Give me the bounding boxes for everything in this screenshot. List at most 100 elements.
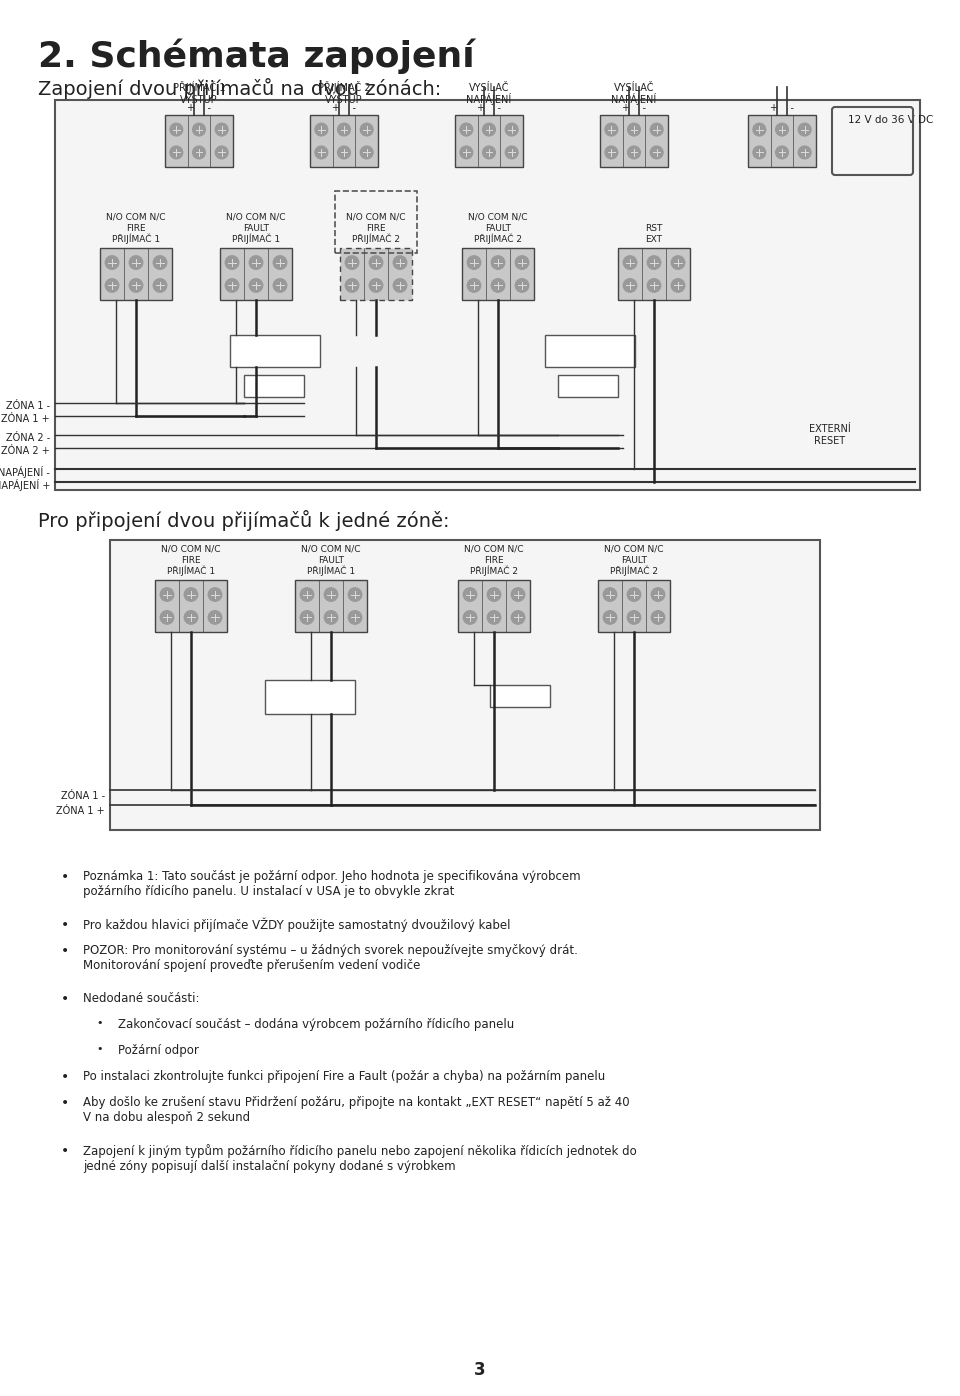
Circle shape bbox=[483, 123, 495, 135]
Bar bbox=[545, 335, 635, 367]
Circle shape bbox=[130, 255, 143, 269]
Circle shape bbox=[488, 588, 501, 602]
Text: N/O COM N/C: N/O COM N/C bbox=[161, 544, 221, 554]
Bar bbox=[462, 248, 534, 300]
Circle shape bbox=[130, 279, 143, 292]
Text: •: • bbox=[97, 1044, 104, 1054]
Text: PŘIJÍMAČ 2: PŘIJÍMAČ 2 bbox=[474, 233, 522, 244]
Text: FIRE: FIRE bbox=[484, 556, 504, 565]
Text: N/O COM N/C: N/O COM N/C bbox=[347, 214, 406, 222]
Text: N/O COM N/C: N/O COM N/C bbox=[107, 214, 166, 222]
Text: +    -: + - bbox=[477, 103, 501, 113]
Circle shape bbox=[154, 279, 167, 292]
Circle shape bbox=[250, 255, 263, 269]
Circle shape bbox=[154, 255, 167, 269]
Circle shape bbox=[647, 255, 660, 269]
Text: +    -: + - bbox=[622, 103, 646, 113]
Text: PŘIJÍMAČ 2: PŘIJÍMAČ 2 bbox=[318, 81, 371, 94]
Text: FIRE: FIRE bbox=[366, 223, 386, 233]
Text: FIRE: FIRE bbox=[126, 223, 146, 233]
Circle shape bbox=[647, 279, 660, 292]
Text: •: • bbox=[60, 919, 69, 933]
Text: EOL: EOL bbox=[511, 691, 530, 701]
Bar bbox=[310, 114, 378, 168]
Bar bbox=[265, 680, 355, 713]
Text: ZÓNA 1 -: ZÓNA 1 - bbox=[60, 792, 105, 801]
Circle shape bbox=[315, 123, 327, 135]
Text: VÝSTUP: VÝSTUP bbox=[180, 95, 218, 105]
Circle shape bbox=[160, 610, 174, 624]
Circle shape bbox=[464, 610, 477, 624]
Circle shape bbox=[468, 279, 481, 292]
Text: +    -: + - bbox=[770, 103, 794, 113]
Text: N/O COM N/C: N/O COM N/C bbox=[468, 214, 528, 222]
Circle shape bbox=[492, 279, 505, 292]
Circle shape bbox=[603, 588, 616, 602]
Circle shape bbox=[671, 279, 684, 292]
Circle shape bbox=[516, 255, 529, 269]
Circle shape bbox=[464, 588, 477, 602]
Text: ZÓNA 2 -: ZÓNA 2 - bbox=[6, 433, 50, 443]
Circle shape bbox=[346, 255, 359, 269]
Circle shape bbox=[753, 147, 766, 159]
Circle shape bbox=[799, 147, 811, 159]
Circle shape bbox=[226, 255, 239, 269]
Bar bbox=[165, 114, 233, 168]
Circle shape bbox=[483, 147, 495, 159]
Text: NAPÁJENÍ +: NAPÁJENÍ + bbox=[0, 479, 50, 491]
Text: EOL: EOL bbox=[264, 381, 283, 391]
Circle shape bbox=[603, 610, 616, 624]
Circle shape bbox=[776, 123, 788, 135]
Bar bbox=[458, 579, 530, 632]
Text: 12 V do 36 V DC: 12 V do 36 V DC bbox=[848, 114, 933, 126]
Circle shape bbox=[623, 255, 636, 269]
Text: +    -: + - bbox=[332, 103, 356, 113]
Circle shape bbox=[208, 588, 222, 602]
Bar bbox=[110, 540, 820, 831]
Text: ZÓNA 2 +: ZÓNA 2 + bbox=[1, 445, 50, 456]
Bar bbox=[155, 579, 227, 632]
Circle shape bbox=[106, 279, 119, 292]
Text: Zakončovací součást – dodána výrobcem požárního řídicího panelu: Zakončovací součást – dodána výrobcem po… bbox=[118, 1018, 515, 1032]
Bar bbox=[100, 248, 172, 300]
Text: EXTERNÍ
RESET: EXTERNÍ RESET bbox=[809, 424, 851, 445]
Circle shape bbox=[627, 610, 640, 624]
Circle shape bbox=[628, 123, 640, 135]
Circle shape bbox=[346, 279, 359, 292]
Circle shape bbox=[753, 123, 766, 135]
Circle shape bbox=[651, 588, 664, 602]
Circle shape bbox=[184, 610, 198, 624]
Circle shape bbox=[492, 255, 505, 269]
Text: PŘIJÍMAČ 1: PŘIJÍMAČ 1 bbox=[167, 565, 215, 577]
Circle shape bbox=[370, 255, 383, 269]
Circle shape bbox=[394, 279, 407, 292]
Circle shape bbox=[274, 255, 287, 269]
Circle shape bbox=[512, 610, 525, 624]
Circle shape bbox=[460, 123, 472, 135]
Circle shape bbox=[776, 147, 788, 159]
Circle shape bbox=[300, 588, 314, 602]
Text: VYSÍLAČ: VYSÍLAČ bbox=[613, 82, 655, 94]
Bar bbox=[335, 191, 417, 253]
Circle shape bbox=[650, 123, 663, 135]
Text: •: • bbox=[60, 870, 69, 884]
Circle shape bbox=[170, 123, 182, 135]
Circle shape bbox=[338, 147, 350, 159]
Text: Požární odpor: Požární odpor bbox=[118, 1044, 199, 1057]
Circle shape bbox=[208, 610, 222, 624]
Text: Zapojení dvou přijímačů na dvou zónách:: Zapojení dvou přijímačů na dvou zónách: bbox=[38, 78, 442, 99]
Text: •: • bbox=[60, 993, 69, 1007]
Text: PŘIJÍMAČ 1: PŘIJÍMAČ 1 bbox=[173, 81, 226, 94]
Bar bbox=[600, 114, 668, 168]
Circle shape bbox=[184, 588, 198, 602]
Circle shape bbox=[505, 123, 518, 135]
Circle shape bbox=[274, 279, 287, 292]
Text: N/O COM N/C: N/O COM N/C bbox=[301, 544, 361, 554]
Circle shape bbox=[468, 255, 481, 269]
Text: Zapojení k jiným typům požárního řídicího panelu nebo zapojení několika řídicích: Zapojení k jiným typům požárního řídicíh… bbox=[83, 1143, 636, 1173]
Text: •: • bbox=[60, 944, 69, 958]
Circle shape bbox=[348, 588, 362, 602]
Circle shape bbox=[348, 610, 362, 624]
Text: Po instalaci zkontrolujte funkci připojení Fire a Fault (požár a chyba) na požár: Po instalaci zkontrolujte funkci připoje… bbox=[83, 1069, 605, 1083]
Text: FAULT: FAULT bbox=[318, 556, 344, 565]
